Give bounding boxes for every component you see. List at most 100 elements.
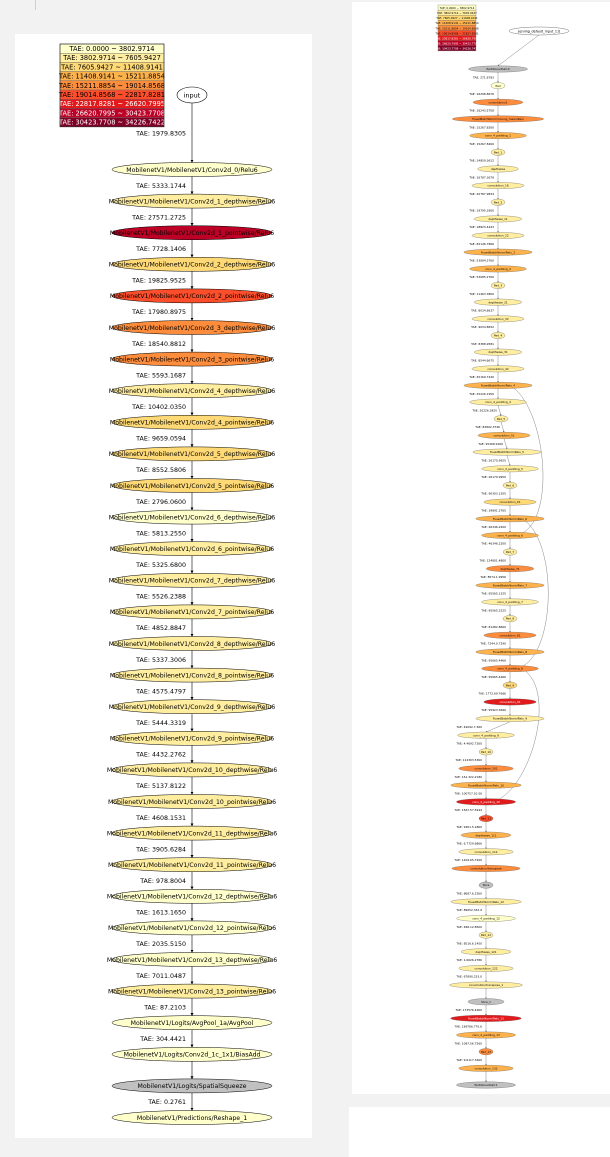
op-node[interactable] bbox=[469, 132, 527, 139]
op-node[interactable] bbox=[478, 815, 494, 822]
layer-node[interactable] bbox=[111, 351, 273, 367]
layer-node[interactable] bbox=[111, 415, 273, 430]
layer-node[interactable] bbox=[111, 1078, 273, 1094]
layer-node[interactable] bbox=[111, 225, 273, 240]
op-node[interactable] bbox=[477, 432, 531, 439]
op-node[interactable] bbox=[469, 265, 527, 273]
op-node[interactable] bbox=[478, 748, 494, 756]
op-node[interactable] bbox=[486, 565, 534, 573]
layer-node[interactable] bbox=[111, 920, 273, 936]
op-node[interactable] bbox=[450, 898, 522, 906]
op-node[interactable] bbox=[481, 598, 539, 606]
op-node[interactable] bbox=[483, 631, 537, 639]
op-node[interactable] bbox=[456, 915, 516, 922]
op-node[interactable] bbox=[458, 965, 514, 972]
op-node[interactable] bbox=[457, 731, 515, 739]
layer-node[interactable] bbox=[111, 636, 273, 651]
op-node[interactable] bbox=[467, 998, 505, 1006]
layer-node[interactable] bbox=[111, 257, 273, 272]
layer-node-label: MobilenetV1/MobilenetV1/Conv2d_5_depthwi… bbox=[109, 451, 275, 458]
tae-value: TAE: 1567.57.5944 bbox=[454, 808, 483, 812]
layer-node[interactable] bbox=[111, 383, 273, 398]
op-node[interactable] bbox=[478, 1048, 494, 1056]
layer-node[interactable] bbox=[111, 446, 273, 462]
op-node[interactable] bbox=[502, 548, 518, 556]
op-node[interactable] bbox=[471, 315, 525, 323]
op-node[interactable] bbox=[450, 1015, 522, 1022]
layer-node[interactable] bbox=[111, 1110, 273, 1125]
op-node[interactable] bbox=[475, 515, 545, 523]
op-node[interactable] bbox=[490, 282, 506, 289]
layer-node[interactable] bbox=[111, 857, 273, 872]
op-node[interactable] bbox=[477, 165, 519, 173]
op-node[interactable] bbox=[502, 681, 518, 689]
input-node[interactable] bbox=[176, 86, 208, 104]
op-node[interactable] bbox=[483, 498, 537, 506]
layer-node[interactable] bbox=[111, 731, 273, 746]
op-node[interactable] bbox=[474, 348, 522, 356]
op-node[interactable] bbox=[458, 848, 514, 856]
op-node[interactable] bbox=[452, 115, 544, 123]
op-node[interactable] bbox=[463, 382, 533, 389]
layer-node[interactable] bbox=[111, 825, 273, 841]
op-node[interactable] bbox=[468, 65, 528, 73]
op-node[interactable] bbox=[493, 415, 509, 423]
layer-node[interactable] bbox=[111, 509, 273, 525]
op-node[interactable] bbox=[483, 698, 537, 706]
op-node[interactable] bbox=[460, 831, 512, 839]
op-node[interactable] bbox=[458, 1064, 514, 1072]
layer-node[interactable] bbox=[111, 889, 273, 904]
op-node[interactable] bbox=[472, 448, 542, 456]
serving-input-node[interactable] bbox=[508, 26, 570, 36]
layer-node[interactable] bbox=[111, 762, 273, 778]
op-node[interactable] bbox=[474, 215, 522, 223]
op-node[interactable] bbox=[481, 532, 539, 539]
layer-node[interactable] bbox=[111, 541, 273, 556]
op-node-label: convolution_32 bbox=[487, 317, 508, 321]
op-node[interactable] bbox=[481, 665, 539, 672]
layer-node[interactable] bbox=[111, 193, 273, 209]
op-node[interactable] bbox=[502, 615, 518, 622]
op-node[interactable] bbox=[449, 981, 523, 989]
op-node[interactable] bbox=[460, 948, 512, 956]
layer-node[interactable] bbox=[111, 162, 273, 177]
op-node[interactable] bbox=[456, 798, 516, 806]
layer-node[interactable] bbox=[111, 794, 273, 809]
op-node-label: depthwise_31 bbox=[488, 350, 508, 354]
layer-node[interactable] bbox=[111, 604, 273, 620]
op-node[interactable] bbox=[502, 482, 518, 489]
op-node[interactable] bbox=[475, 648, 545, 656]
layer-node[interactable] bbox=[111, 699, 273, 714]
op-node[interactable] bbox=[475, 581, 545, 589]
layer-node[interactable] bbox=[111, 952, 273, 967]
op-node[interactable] bbox=[475, 715, 545, 722]
layer-node[interactable] bbox=[111, 573, 273, 588]
op-node[interactable] bbox=[471, 365, 525, 373]
layer-node[interactable] bbox=[111, 320, 273, 335]
op-node[interactable] bbox=[471, 232, 525, 239]
op-node[interactable] bbox=[450, 781, 522, 789]
op-node[interactable] bbox=[478, 881, 494, 889]
layer-node[interactable] bbox=[111, 983, 273, 999]
op-node[interactable] bbox=[472, 98, 524, 106]
op-node[interactable] bbox=[451, 865, 521, 872]
layer-node-label: MobilenetV1/MobilenetV1/Conv2d_6_pointwi… bbox=[110, 546, 274, 553]
op-node[interactable] bbox=[474, 298, 522, 306]
op-node[interactable] bbox=[456, 1031, 516, 1039]
op-node[interactable] bbox=[471, 182, 525, 189]
layer-node[interactable] bbox=[111, 667, 273, 683]
layer-node[interactable] bbox=[111, 478, 273, 493]
op-node[interactable] bbox=[469, 398, 527, 406]
op-node[interactable] bbox=[490, 148, 506, 156]
layer-node[interactable] bbox=[111, 1047, 273, 1062]
layer-node[interactable] bbox=[111, 1015, 273, 1030]
op-node[interactable] bbox=[490, 332, 506, 339]
op-node[interactable] bbox=[478, 931, 494, 939]
op-node[interactable] bbox=[456, 1081, 516, 1089]
op-node[interactable] bbox=[458, 765, 514, 772]
op-node[interactable] bbox=[490, 82, 506, 90]
op-node[interactable] bbox=[481, 465, 539, 473]
layer-node[interactable] bbox=[111, 288, 273, 304]
op-node[interactable] bbox=[490, 198, 506, 206]
op-node[interactable] bbox=[463, 248, 533, 256]
